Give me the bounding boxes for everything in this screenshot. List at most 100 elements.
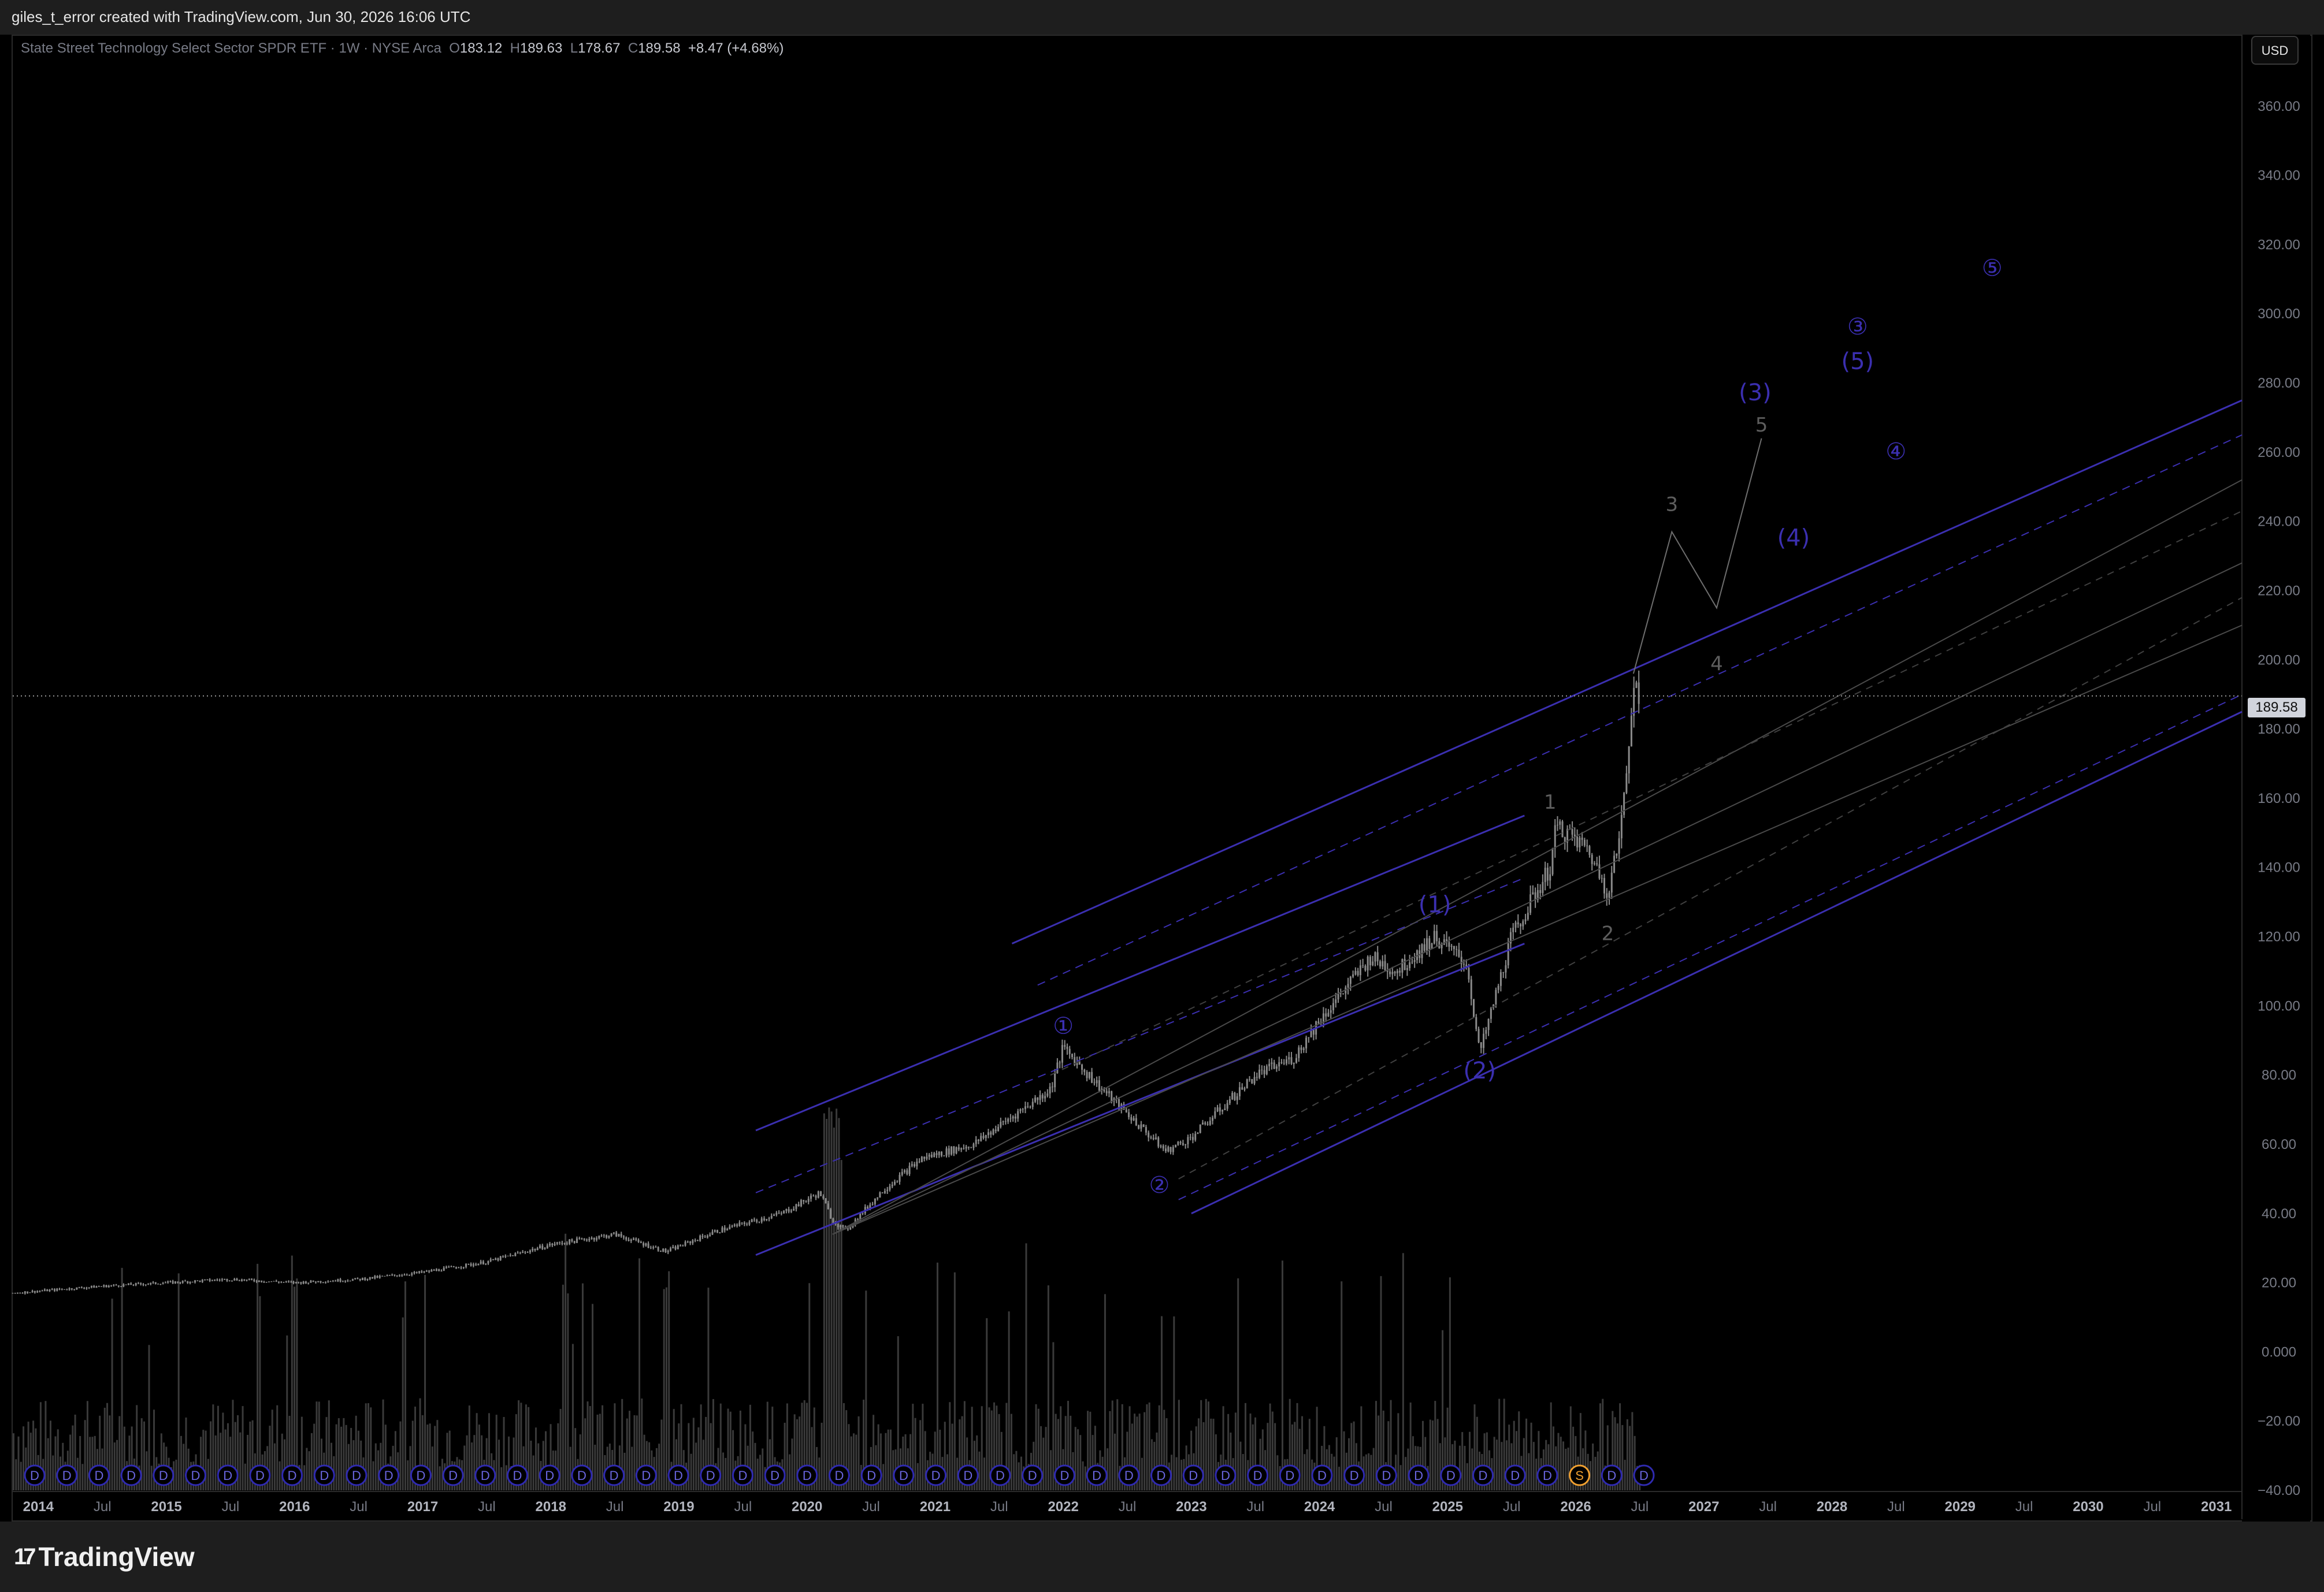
dividend-marker-label: D — [191, 1468, 201, 1483]
candle-body — [1268, 1063, 1271, 1066]
dividend-marker — [153, 1464, 175, 1486]
volume-bar — [1210, 1418, 1212, 1490]
y-tick-label: 140.00 — [2258, 860, 2300, 876]
volume-bar — [429, 1423, 431, 1490]
volume-bar — [559, 1409, 562, 1490]
candle-body — [591, 1237, 593, 1239]
dividend-marker-label: D — [1028, 1468, 1037, 1483]
candle-body — [928, 1154, 930, 1157]
candle-body — [1123, 1104, 1125, 1110]
candle-body — [497, 1258, 499, 1260]
candle-body — [923, 1156, 926, 1159]
volume-bar — [148, 1345, 150, 1490]
volume-bar — [877, 1424, 879, 1490]
candle-body — [1369, 957, 1371, 965]
volume-bar — [628, 1411, 630, 1490]
candle-body — [1209, 1121, 1211, 1125]
dividend-marker-label: D — [1317, 1468, 1327, 1483]
candle-body — [295, 1282, 297, 1284]
candle-body — [475, 1264, 477, 1266]
volume-bar — [1121, 1404, 1123, 1490]
candle-body — [1265, 1066, 1268, 1074]
candle-body — [990, 1132, 992, 1135]
y-tick-label: 60.00 — [2262, 1137, 2296, 1152]
volume-bar — [1584, 1430, 1587, 1490]
candle-body — [1128, 1112, 1130, 1117]
candle-body — [1293, 1062, 1295, 1064]
candle-body — [1197, 1133, 1199, 1134]
candle-body — [1450, 946, 1453, 947]
candle-body — [1588, 846, 1591, 855]
candle-body — [61, 1289, 63, 1290]
volume-bar — [1107, 1448, 1109, 1490]
candle-body — [1302, 1048, 1305, 1050]
candle-body — [686, 1241, 689, 1243]
candle-body — [682, 1245, 684, 1247]
volume-bar — [725, 1457, 727, 1490]
candle-body — [1167, 1147, 1170, 1152]
candle-body — [107, 1286, 110, 1288]
volume-bar — [705, 1416, 707, 1490]
volume-bar — [257, 1263, 259, 1490]
volume-bar — [1165, 1418, 1168, 1490]
candle-body — [1290, 1057, 1293, 1064]
candle-body — [1625, 773, 1628, 793]
dividend-marker-label: D — [1446, 1468, 1456, 1483]
volume-bar — [74, 1414, 76, 1490]
volume-bar — [823, 1113, 825, 1490]
candle-body — [1088, 1072, 1090, 1078]
volume-bar — [663, 1289, 665, 1490]
volume-bar — [380, 1442, 382, 1490]
volume-bar — [431, 1446, 433, 1490]
candle-body — [233, 1278, 236, 1281]
candle-body — [1170, 1147, 1172, 1152]
volume-bar — [239, 1432, 242, 1490]
dividend-marker-label: D — [288, 1468, 297, 1483]
candle-body — [1177, 1141, 1179, 1145]
candle-body — [64, 1289, 66, 1290]
volume-bar — [180, 1435, 182, 1490]
volume-bar — [813, 1407, 815, 1490]
candle-body — [933, 1153, 935, 1158]
candle-body — [1273, 1062, 1275, 1069]
candle-body — [672, 1247, 674, 1248]
volume-bar — [1619, 1403, 1621, 1490]
candle-body — [810, 1195, 812, 1199]
volume-bar — [1045, 1427, 1047, 1490]
candle-body — [487, 1261, 489, 1264]
volume-bar — [673, 1409, 675, 1490]
tradingview-logo[interactable]: 17 TradingView — [14, 1541, 195, 1572]
volume-bar — [722, 1452, 725, 1490]
candle-body — [874, 1198, 876, 1204]
candle-body — [194, 1280, 196, 1282]
x-tick-label: Jul — [862, 1499, 880, 1515]
volume-bar — [1146, 1404, 1148, 1490]
volume-bar — [468, 1405, 470, 1490]
volume-bar — [1067, 1401, 1069, 1490]
volume-bar — [1249, 1414, 1252, 1490]
volume-bar — [1148, 1402, 1150, 1490]
volume-bar — [367, 1403, 370, 1490]
volume-bar — [1111, 1400, 1113, 1490]
wave-label: 2 — [1602, 923, 1614, 946]
candle-body — [162, 1283, 164, 1285]
volume-bar — [185, 1417, 187, 1490]
volume-bar — [407, 1460, 409, 1490]
candle-body — [504, 1255, 507, 1257]
candle-body — [1046, 1093, 1049, 1096]
candle-body — [169, 1281, 172, 1282]
volume-bar — [426, 1424, 429, 1490]
volume-bar — [23, 1426, 25, 1490]
dividend-marker — [56, 1464, 78, 1486]
volume-bar — [1134, 1414, 1136, 1490]
volume-bar — [710, 1423, 712, 1490]
volume-bar — [754, 1442, 756, 1490]
candle-body — [1172, 1147, 1174, 1152]
currency-button[interactable]: USD — [2251, 36, 2299, 65]
volume-bar — [1378, 1415, 1380, 1490]
volume-bar — [355, 1415, 357, 1490]
candle-body — [268, 1281, 270, 1282]
x-tick-label: Jul — [990, 1499, 1008, 1515]
volume-bar — [830, 1111, 833, 1490]
